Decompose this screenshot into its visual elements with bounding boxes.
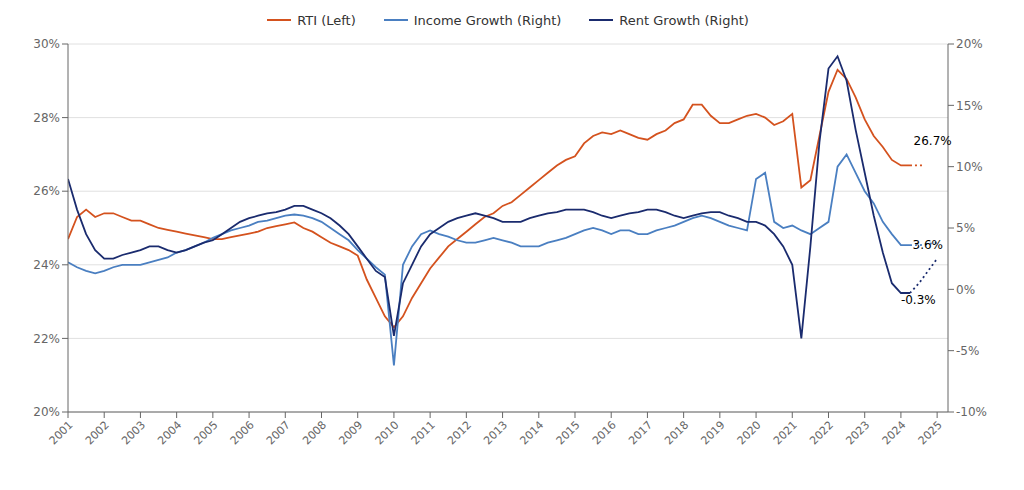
svg-text:28%: 28% [33, 111, 60, 125]
svg-text:10%: 10% [956, 160, 983, 174]
svg-text:2006: 2006 [228, 418, 257, 447]
svg-text:2016: 2016 [590, 418, 619, 447]
svg-text:2011: 2011 [409, 418, 438, 447]
svg-text:2022: 2022 [807, 418, 836, 447]
svg-text:0%: 0% [956, 283, 975, 297]
svg-text:2023: 2023 [843, 418, 872, 447]
html-text:RTI (Left): RTI (Left) [297, 12, 356, 28]
svg-text:2020: 2020 [735, 418, 764, 447]
svg-text:26%: 26% [33, 184, 60, 198]
svg-text:2013: 2013 [481, 418, 510, 447]
svg-text:15%: 15% [956, 99, 983, 113]
svg-text:-0.3%: -0.3% [901, 293, 936, 307]
svg-text:26.7%: 26.7% [914, 134, 952, 148]
svg-text:5%: 5% [956, 221, 975, 235]
svg-text:2008: 2008 [300, 418, 329, 447]
svg-text:30%: 30% [33, 37, 60, 51]
svg-text:2025: 2025 [916, 418, 945, 447]
svg-text:2001: 2001 [47, 418, 76, 447]
svg-text:-5%: -5% [956, 344, 979, 358]
svg-text:2003: 2003 [119, 418, 148, 447]
html-text:Rent Growth (Right): Rent Growth (Right) [619, 12, 749, 28]
svg-text:3.6%: 3.6% [913, 238, 944, 252]
svg-text:2019: 2019 [699, 418, 728, 447]
svg-text:22%: 22% [33, 332, 60, 346]
svg-text:2024: 2024 [880, 418, 909, 447]
svg-text:2004: 2004 [155, 418, 184, 447]
svg-text:20%: 20% [956, 37, 983, 51]
svg-text:2014: 2014 [517, 418, 546, 447]
svg-text:2009: 2009 [336, 418, 365, 447]
svg-text:20%: 20% [33, 405, 60, 419]
svg-text:2012: 2012 [445, 418, 474, 447]
svg-text:-10%: -10% [956, 405, 987, 419]
svg-text:2017: 2017 [626, 418, 655, 447]
svg-text:2002: 2002 [83, 418, 112, 447]
svg-text:2021: 2021 [771, 418, 800, 447]
svg-text:2018: 2018 [662, 418, 691, 447]
html-text:Income Growth (Right): Income Growth (Right) [413, 12, 562, 28]
svg-text:2007: 2007 [264, 418, 293, 447]
svg-text:2005: 2005 [192, 418, 221, 447]
svg-text:2010: 2010 [373, 418, 402, 447]
svg-text:24%: 24% [33, 258, 60, 272]
svg-text:2015: 2015 [554, 418, 583, 447]
